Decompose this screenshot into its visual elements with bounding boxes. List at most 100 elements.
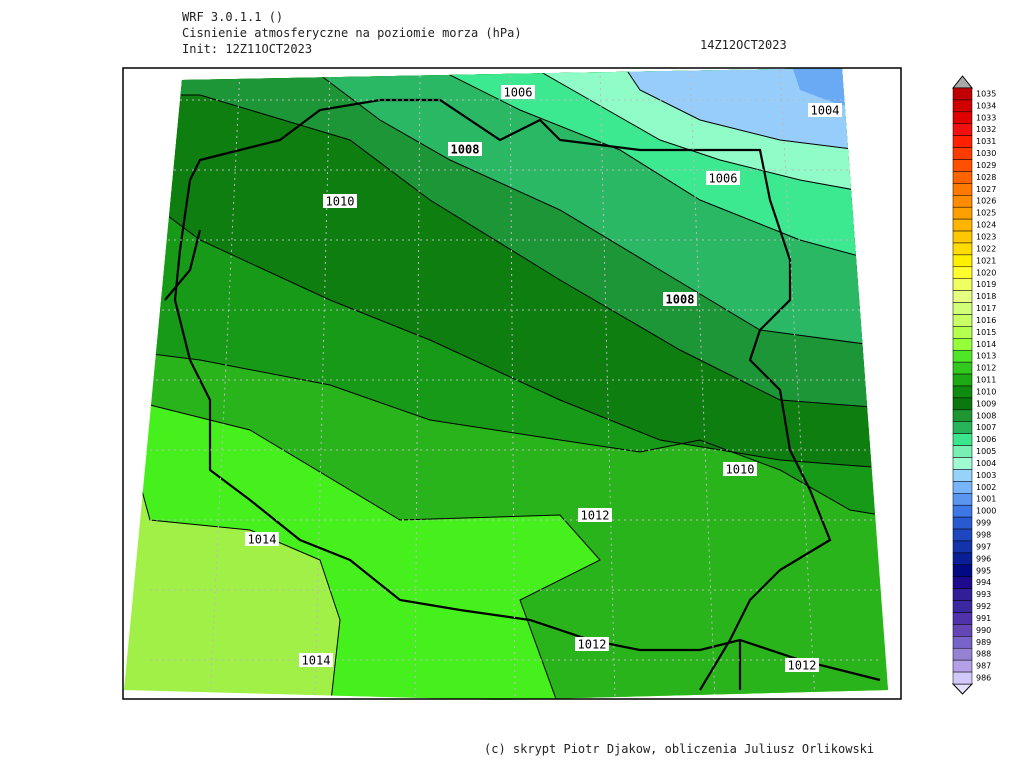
model-label: WRF 3.0.1.1 () [182, 10, 283, 24]
colorbar-label: 993 [976, 590, 991, 599]
colorbar-label: 991 [976, 614, 991, 623]
label-box [501, 85, 535, 99]
colorbar-cell [952, 99, 973, 113]
colorbar-label: 1029 [976, 161, 996, 170]
colorbar-cell [952, 302, 973, 315]
colorbar-label: 1017 [976, 304, 996, 313]
colorbar-label: 998 [976, 531, 991, 540]
colorbar-cell [952, 528, 973, 542]
colorbar-cell [952, 576, 973, 589]
label-box [575, 637, 609, 651]
colorbar-cell [952, 481, 973, 494]
colorbar-label: 1016 [976, 316, 996, 325]
contour-label: 1006 [709, 172, 738, 186]
colorbar-label: 1001 [976, 495, 996, 504]
contour-label: 1012 [578, 638, 607, 652]
colorbar-label: 1026 [976, 197, 996, 206]
colorbar-label: 1021 [976, 256, 996, 265]
colorbar-cell [952, 671, 973, 685]
valid-time: 14Z12OCT2023 [700, 38, 787, 52]
label-box [578, 508, 612, 522]
colorbar-cell [952, 516, 973, 530]
colorbar-cell [952, 278, 973, 291]
contour-label: 1012 [788, 659, 817, 673]
colorbar-cell [952, 600, 973, 613]
init-label: Init: 12Z11OCT2023 [182, 42, 312, 56]
colorbar-arrow [951, 75, 974, 89]
colorbar: 1035 1034 1033 1032 1031 1030 1029 1028 1027 1026… [951, 75, 996, 695]
colorbar-cell [952, 242, 973, 256]
colorbar-label: 1034 [976, 101, 996, 110]
colorbar-label: 1035 [976, 89, 996, 98]
colorbar-label: 1022 [976, 244, 996, 253]
colorbar-cell [952, 636, 973, 649]
colorbar-cell [952, 433, 973, 446]
colorbar-label: 992 [976, 602, 991, 611]
colorbar-cell [952, 457, 973, 470]
colorbar-label: 1018 [976, 292, 996, 301]
contour-labels: 1006 1004 1008 1006 1010 1008 1010 1012 1014 1012… [245, 85, 842, 673]
colorbar-label: 1014 [976, 340, 996, 349]
colorbar-label: 1000 [976, 507, 996, 516]
contour-label: 1014 [302, 654, 331, 668]
colorbar-label: 1008 [976, 411, 996, 420]
contour-label: 1004 [811, 104, 840, 118]
contour-label: 1014 [248, 533, 277, 547]
label-box [448, 142, 482, 156]
colorbar-label: 1005 [976, 447, 996, 456]
colorbar-cell [952, 504, 973, 518]
colorbar-label: 1011 [976, 376, 996, 385]
colorbar-cell [952, 445, 973, 458]
contour-label: 1010 [726, 463, 755, 477]
colorbar-cell [952, 183, 973, 196]
borders [164, 98, 881, 691]
colorbar-label: 1009 [976, 399, 996, 408]
colorbar-cell [952, 87, 973, 101]
colorbar-cell [952, 314, 973, 327]
colorbar-cell [952, 612, 973, 625]
colorbar-cell [952, 147, 973, 160]
colorbar-cell [952, 195, 973, 208]
colorbar-label: 988 [976, 650, 991, 659]
contour-label: 1008 [451, 143, 480, 157]
colorbar-label: 997 [976, 542, 991, 551]
colorbar-cell [952, 111, 973, 125]
colorbar-label: 1023 [976, 233, 996, 242]
colorbar-label: 1006 [976, 435, 996, 444]
colorbar-label: 987 [976, 662, 991, 671]
colorbar-cell [952, 421, 973, 434]
colorbar-label: 1003 [976, 471, 996, 480]
colorbar-label: 1020 [976, 268, 996, 277]
colorbar-cell [952, 206, 973, 220]
colorbar-label: 1028 [976, 173, 996, 182]
colorbar-label: 1031 [976, 137, 996, 146]
contour-label: 1010 [326, 195, 355, 209]
colorbar-cell [952, 123, 973, 136]
colorbar-cell [952, 385, 973, 399]
colorbar-label: 1032 [976, 125, 996, 134]
colorbar-cell [952, 564, 973, 577]
map-frame [122, 67, 902, 700]
label-box [706, 171, 740, 185]
colorbar-cell [952, 469, 973, 482]
colorbar-label: 1030 [976, 149, 996, 158]
colorbar-label: 989 [976, 638, 991, 647]
colorbar-cell [952, 326, 973, 339]
colorbar-cell [952, 552, 973, 566]
graticule [150, 69, 880, 700]
colorbar-label: 1010 [976, 387, 996, 396]
colorbar-cell [952, 397, 973, 411]
colorbar-label: 1025 [976, 209, 996, 218]
colorbar-cell [952, 373, 973, 387]
colorbar-label: 1002 [976, 483, 996, 492]
colorbar-label: 994 [976, 578, 991, 587]
colorbar-label: 990 [976, 626, 991, 635]
colorbar-cell [952, 624, 973, 637]
label-box [785, 658, 819, 672]
colorbar-cell [952, 540, 973, 554]
map-title: Cisnienie atmosferyczne na poziomie morz… [182, 26, 522, 40]
colorbar-label: 995 [976, 566, 991, 575]
label-box [299, 653, 333, 667]
